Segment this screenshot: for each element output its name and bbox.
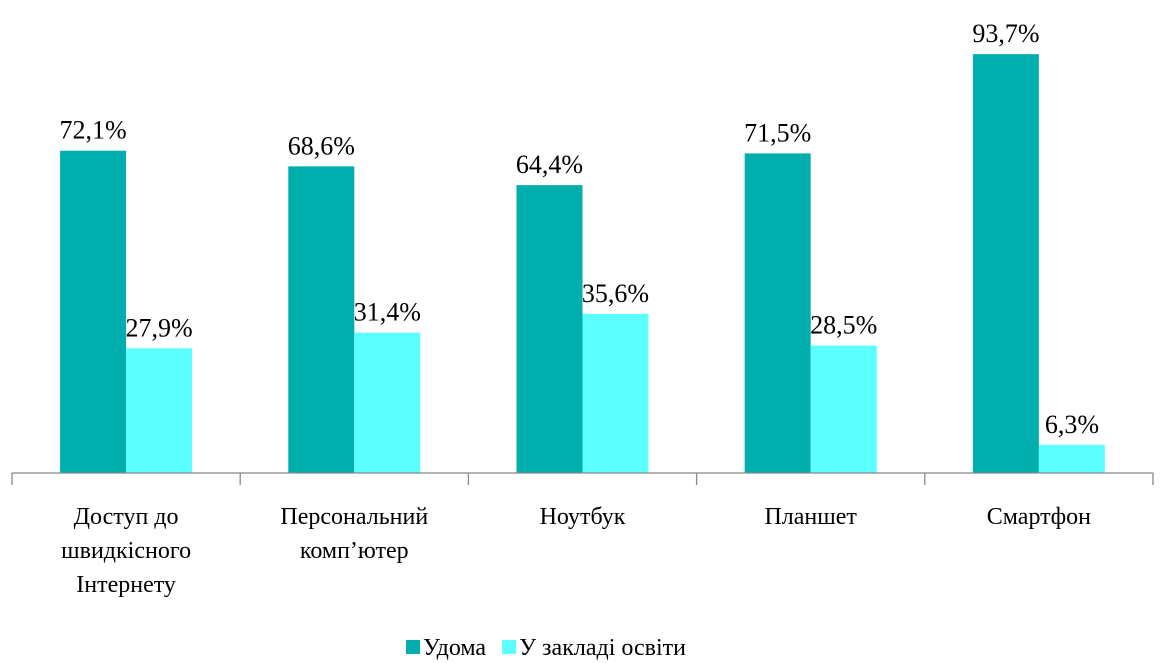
value-label: 93,7% bbox=[972, 19, 1039, 48]
value-label: 72,1% bbox=[60, 116, 127, 145]
value-label: 68,6% bbox=[288, 131, 355, 160]
bar bbox=[744, 153, 811, 473]
value-label: 6,3% bbox=[1045, 410, 1099, 439]
x-tick-label: Ноутбук bbox=[539, 504, 626, 530]
x-tick-label: Планшет bbox=[764, 504, 857, 530]
legend-label: У закладі освіти bbox=[519, 635, 686, 661]
x-tick-label: Персональний комп’ютер bbox=[280, 504, 429, 564]
legend-swatch bbox=[502, 640, 517, 654]
bar bbox=[60, 150, 127, 473]
x-tick-label: Смартфон bbox=[986, 504, 1092, 530]
legend: Удома У закладі освіти bbox=[406, 635, 686, 661]
bar bbox=[810, 345, 877, 473]
bar bbox=[1038, 444, 1105, 473]
value-label: 35,6% bbox=[582, 279, 649, 308]
x-tick-label: Доступ до швидкісного Інтернету bbox=[61, 504, 192, 598]
value-label: 64,4% bbox=[516, 150, 583, 179]
value-label: 28,5% bbox=[810, 311, 877, 340]
legend-swatch bbox=[406, 640, 420, 654]
bar bbox=[288, 166, 355, 473]
value-label: 27,9% bbox=[126, 313, 193, 342]
bar bbox=[126, 348, 193, 473]
bar bbox=[516, 185, 583, 473]
value-label: 71,5% bbox=[744, 118, 811, 147]
legend-label: Удома bbox=[423, 635, 486, 661]
value-label: 31,4% bbox=[354, 298, 421, 327]
bar bbox=[972, 54, 1039, 473]
bar bbox=[582, 313, 649, 473]
bar bbox=[354, 332, 421, 473]
